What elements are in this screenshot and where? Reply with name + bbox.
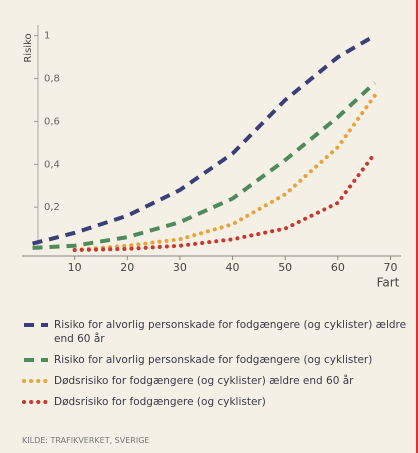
legend-swatch [22,400,48,404]
y-axis-label: Risiko [23,33,34,62]
legend-entry: Dødsrisiko for fodgængere (og cyklister) [22,395,407,409]
legend-label: Risiko for alvorlig personskade for fodg… [54,319,407,345]
series-line [32,33,376,246]
y-tick-label: 1 [44,31,50,42]
legend-label: Dødsrisiko for fodgængere (og cyklister) [54,396,266,408]
x-axis-label: Fart [377,276,400,290]
legend-swatch [24,323,48,327]
x-tick-label: 10 [68,261,82,274]
x-tick-label: 60 [331,261,345,274]
legend-entry: Risiko for alvorlig personskade for fodg… [22,318,407,346]
source: KILDE: TRAFIKVERKET, SVERIGE [22,436,150,445]
y-tick-label: 0,8 [44,74,60,85]
legend-swatch [24,358,48,362]
legend-label: Risiko for alvorlig personskade for fodg… [54,354,373,366]
chart: Risiko Fart 0,2 0,4 0,6 0,8 1 10 20 30 40 50 60 70 [22,25,401,290]
series-line [32,81,377,250]
series-line [72,151,377,252]
x-tick-label: 50 [278,261,292,274]
legend-entry: Dødsrisiko for fodgængere (og cyklister)… [22,374,407,388]
legend-label: Dødsrisiko for fodgængere (og cyklister)… [54,375,354,387]
x-tick-label: 30 [173,261,187,274]
y-tick-label: 0,4 [44,159,60,170]
legend-entry: Risiko for alvorlig personskade for fodg… [22,353,407,367]
x-tick-label: 40 [226,261,240,274]
y-tick-label: 0,6 [44,116,60,127]
series-line [72,93,377,252]
y-tick-label: 0,2 [44,202,60,213]
x-tick-label: 20 [120,261,134,274]
legend-swatch [22,379,48,383]
legend: Risiko for alvorlig personskade for fodg… [22,318,407,416]
x-tick-label: 70 [383,261,397,274]
